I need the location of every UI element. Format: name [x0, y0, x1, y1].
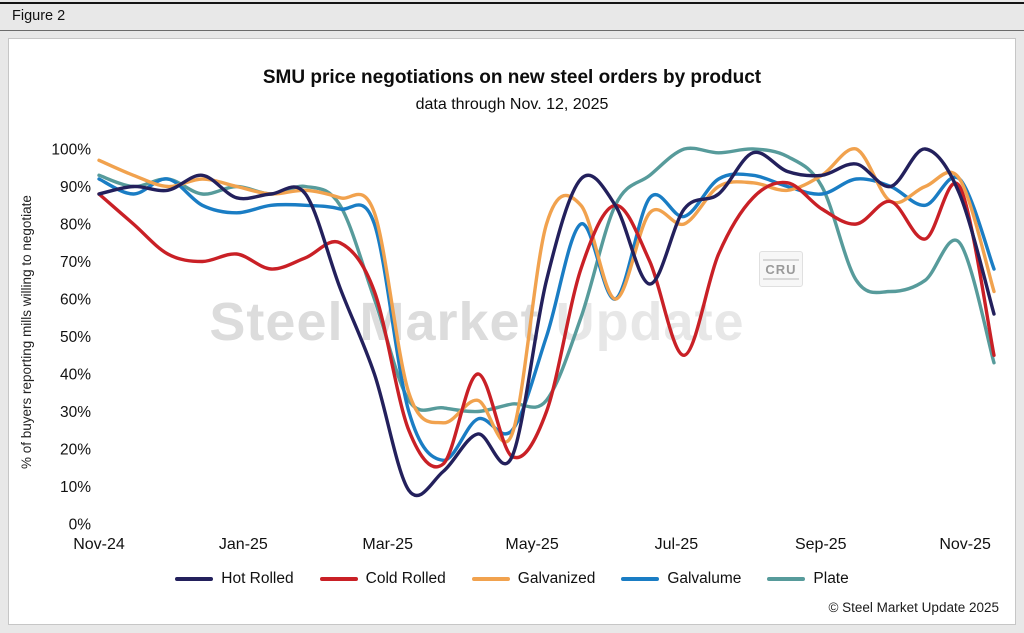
- legend-item-galvanized: Galvanized: [471, 570, 596, 588]
- legend-item-hot-rolled: Hot Rolled: [175, 570, 294, 588]
- series-line-cold-rolled: [97, 180, 996, 469]
- y-tick-label: 20%: [60, 442, 91, 459]
- top-rule: [0, 2, 1024, 4]
- legend-item-cold-rolled: Cold Rolled: [319, 570, 446, 588]
- cru-logo: CRU: [759, 251, 803, 287]
- y-tick-label: 90%: [60, 179, 91, 196]
- series-line-galvalume: [97, 172, 996, 462]
- y-axis-title: % of buyers reporting mills willing to n…: [19, 195, 34, 469]
- legend-swatch-plate: [767, 577, 806, 581]
- y-tick-label: 40%: [60, 367, 91, 384]
- legend-label-hot-rolled: Hot Rolled: [221, 570, 294, 587]
- line-chart: 0% 10% 20% 30% 40% 50% 60% 70% 80% 90% 100% Nov-24 J…: [51, 142, 996, 553]
- legend-label-plate: Plate: [813, 570, 849, 587]
- legend-item-galvalume: Galvalume: [621, 570, 741, 588]
- chart-legend: Hot Rolled Cold Rolled Galvanized Galvalume…: [9, 570, 1015, 588]
- chart-panel: SMU price negotiations on new steel orde…: [8, 38, 1016, 625]
- y-tick-label: 50%: [60, 329, 91, 346]
- y-tick-label: 60%: [60, 292, 91, 309]
- legend-swatch-galvalume: [621, 577, 660, 581]
- cru-logo-text: CRU: [763, 258, 799, 280]
- legend-label-cold-rolled: Cold Rolled: [365, 570, 446, 587]
- figure-divider: [0, 30, 1024, 31]
- legend-label-galvanized: Galvanized: [517, 570, 596, 587]
- figure-label: Figure 2: [12, 8, 66, 24]
- legend-swatch-hot-rolled: [175, 577, 214, 581]
- x-tick-label: Mar-25: [362, 536, 413, 553]
- y-tick-label: 70%: [60, 254, 91, 271]
- chart-subtitle: data through Nov. 12, 2025: [415, 96, 609, 113]
- legend-swatch-galvanized: [471, 577, 510, 581]
- legend-label-galvalume: Galvalume: [667, 570, 742, 587]
- x-tick-label: May-25: [505, 536, 558, 553]
- x-tick-label: Nov-24: [73, 536, 125, 553]
- x-tick-label: Jul-25: [655, 536, 699, 553]
- x-tick-label: Jan-25: [219, 536, 268, 553]
- series-line-hot-rolled: [97, 147, 996, 498]
- legend-swatch-cold-rolled: [319, 577, 358, 581]
- y-tick-label: 10%: [60, 479, 91, 496]
- y-tick-label: 0%: [69, 517, 92, 534]
- x-tick-label: Sep-25: [795, 536, 847, 553]
- y-tick-label: 30%: [60, 404, 91, 421]
- legend-item-plate: Plate: [767, 570, 849, 588]
- copyright-text: © Steel Market Update 2025: [828, 600, 999, 615]
- y-tick-label: 80%: [60, 217, 91, 234]
- chart-title: SMU price negotiations on new steel orde…: [262, 67, 762, 88]
- y-tick-label: 100%: [51, 142, 91, 159]
- x-tick-label: Nov-25: [939, 536, 991, 553]
